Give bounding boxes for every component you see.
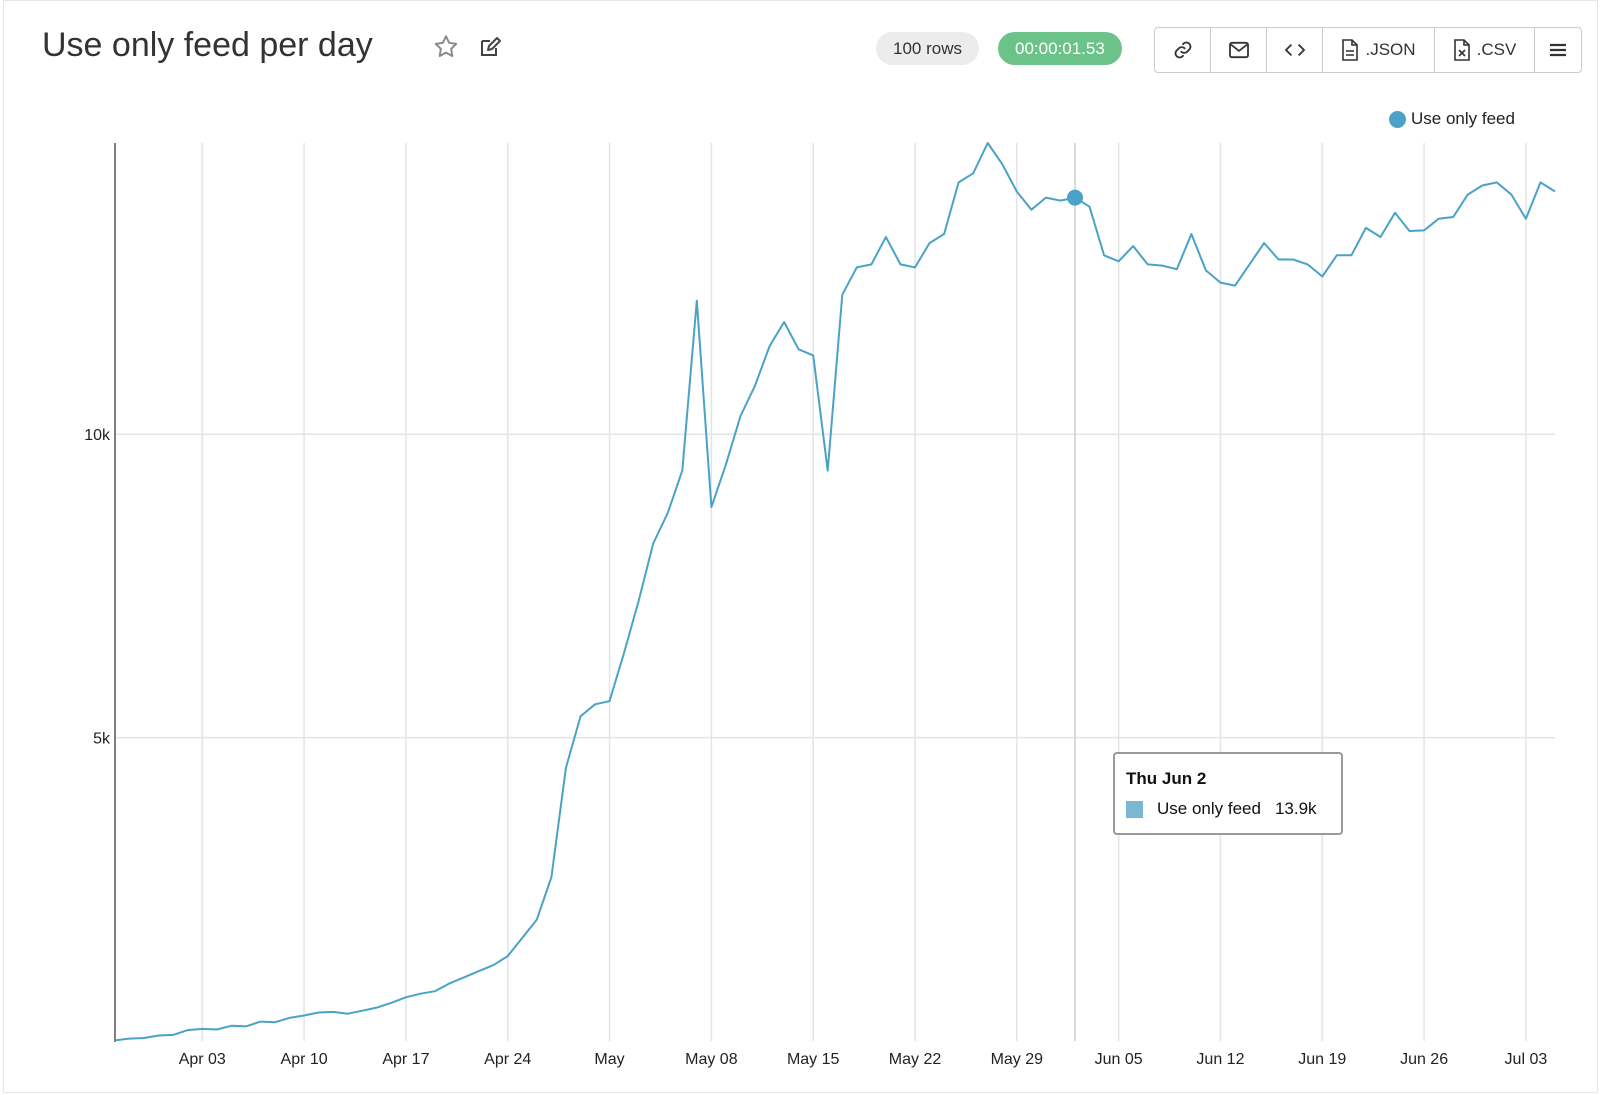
mail-icon [1228,41,1249,59]
x-tick-label: Jul 03 [1505,1051,1548,1068]
code-icon [1284,43,1305,57]
series-line-use-only-feed [114,142,1556,1042]
hamburger-icon [1550,43,1566,57]
edit-icon[interactable] [478,35,502,64]
row-count-badge: 100 rows [876,32,979,65]
page-title: Use only feed per day [42,26,373,64]
x-tick-label: May 15 [787,1051,840,1068]
x-tick-label: Jun 05 [1095,1051,1143,1068]
csv-label: .CSV [1476,40,1517,59]
legend-marker [1389,110,1406,128]
x-tick-label: Jun 26 [1400,1051,1448,1068]
tooltip-value: 13.9k [1274,799,1317,818]
email-button[interactable] [1211,28,1267,72]
json-label: .JSON [1365,40,1416,59]
x-tick-label: May 29 [991,1051,1044,1068]
legend-label: Use only feed [1411,109,1515,128]
legend-item[interactable]: Use only feed [1389,109,1515,129]
menu-button[interactable] [1535,28,1581,72]
x-tick-label: May 22 [889,1051,942,1068]
chart-tooltip: Thu Jun 2 Use only feed 13.9k [1113,752,1343,835]
star-icon[interactable] [432,33,460,66]
y-tick-label: 10k [84,427,111,444]
x-tick-label: May [594,1051,624,1068]
x-tick-label: Apr 10 [281,1051,328,1068]
csv-export-button[interactable]: .CSV [1435,28,1535,72]
export-toolbar: .JSON .CSV [1154,27,1582,73]
link-icon [1174,41,1191,59]
file-icon [1342,39,1359,61]
x-tick-label: Apr 17 [382,1051,429,1068]
x-tick-label: Apr 03 [179,1051,226,1068]
link-button[interactable] [1155,28,1211,72]
series [114,142,1556,1042]
y-tick-label: 5k [93,731,111,748]
tooltip-series: Use only feed [1157,799,1261,818]
json-export-button[interactable]: .JSON [1323,28,1435,72]
panel-frame [3,0,1598,1093]
embed-button[interactable] [1267,28,1323,72]
query-time-badge: 00:00:01.53 [998,32,1122,65]
x-tick-label: Jun 12 [1196,1051,1244,1068]
tooltip-date: Thu Jun 2 [1126,769,1207,788]
tooltip-row: Use only feed 13.9k [1126,799,1317,819]
grid-lines [115,143,1555,1041]
x-tick-label: Jun 19 [1298,1051,1346,1068]
hover-point-marker[interactable] [1067,189,1083,206]
x-tick-label: May 08 [685,1051,738,1068]
spreadsheet-icon [1453,39,1470,61]
tick-labels: Apr 03 Apr 10 Apr 17 Apr 24 May May 08 May 15 M… [84,427,1547,1068]
x-tick-label: Apr 24 [484,1051,531,1068]
tooltip-swatch [1126,800,1143,818]
